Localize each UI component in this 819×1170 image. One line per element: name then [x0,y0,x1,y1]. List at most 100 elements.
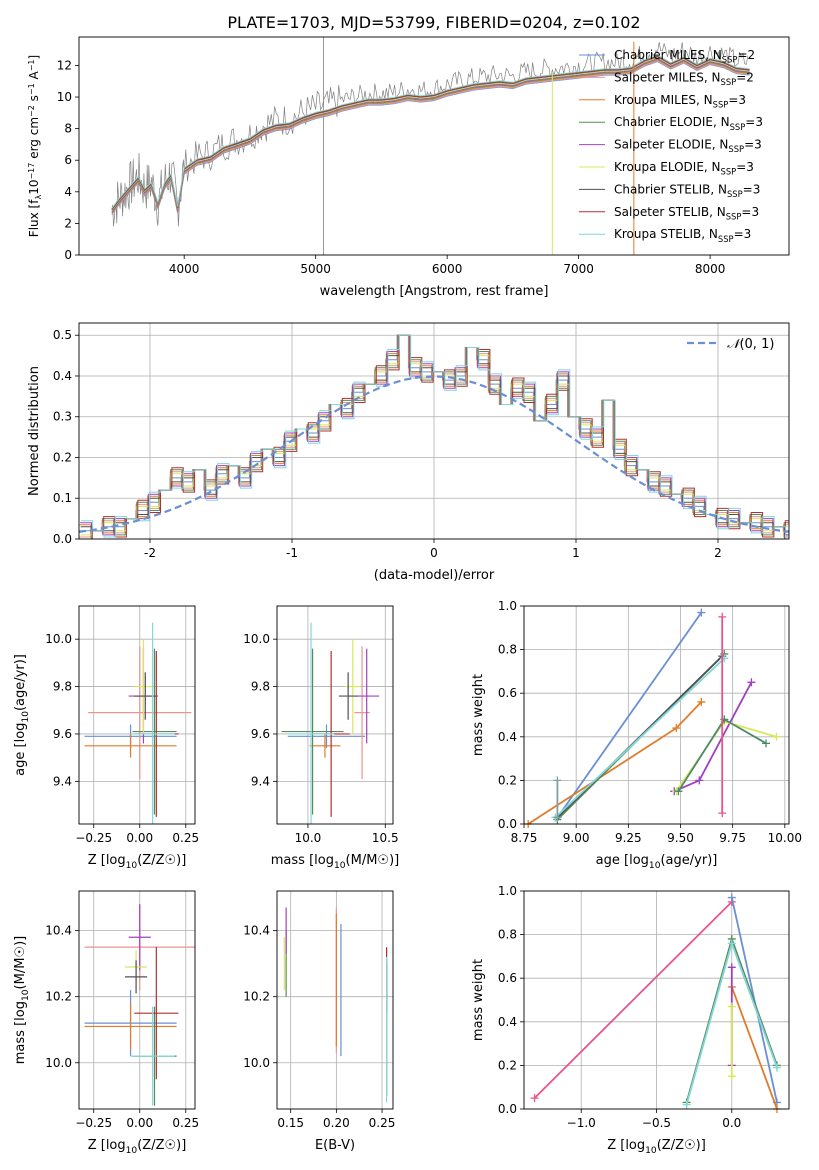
spectrum-ylabel-part: −1 [27,59,36,71]
residuals-ytick-label: 0.3 [53,410,72,424]
weight-vs-metallicity-xtick-label: −0.5 [642,1116,671,1130]
weight-vs-age-point-marker [718,612,727,621]
spectrum-ytick-label: 6 [64,153,72,167]
chart-weight-vs-metallicity: −1.0 −0.5 0.0 0.0 0.2 0.4 0.6 0.8 1.0 Z [log10(Z/… [471,884,790,1156]
weight-vs-age-xtick-label: 8.75 [511,831,538,845]
weight-vs-age-series-line [554,657,725,819]
spectrum-ylabel-part: Flux [f [27,199,41,237]
age-vs-mass-xlabel-tail: (M/M☉)] [346,853,400,868]
weight-vs-age-frame [523,605,790,825]
weight-vs-age-point-marker [672,724,681,733]
weight-vs-metallicity-ytick-label: 0.4 [498,1015,517,1029]
spectrum-legend-label: Kroupa MILES, NSSP=3 [614,93,746,110]
spectrum-legend-label-tail: =3 [728,93,746,107]
residuals-frame [78,322,790,540]
spectrum-ylabel-part: erg cm [27,117,41,163]
weight-vs-age-point-marker [747,678,756,687]
age-vs-mass-frame [276,605,394,825]
weight-vs-metallicity-ytick-label: 0.0 [498,1102,517,1116]
age-vs-metallicity-ylabel-tail: (age/yr)] [13,654,28,711]
spectrum-legend-label: Salpeter STELIB, NSSP=3 [614,205,759,222]
spectrum-ylabel-part: s [27,95,41,105]
age-vs-metallicity-frame [78,605,196,825]
mass-vs-metallicity-xtick-label: 0.25 [172,1116,199,1130]
spectrum-xlabel: wavelength [Angstrom, rest frame] [320,284,549,299]
weight-vs-age-point-marker [772,732,781,741]
weight-vs-metallicity-point-marker [772,1063,781,1072]
weight-vs-metallicity-series-line [730,986,778,1110]
spectrum-legend-label-main: Salpeter STELIB, N [614,205,726,219]
residuals-ytick-label: 0.5 [53,328,72,342]
spectrum-ylabel-part: −2 [27,105,36,117]
weight-vs-age-point-marker [762,739,771,748]
residuals-normal-curve [79,375,789,533]
spectrum-legend-label: Salpeter MILES, NSSP=2 [614,70,754,87]
weight-vs-metallicity-ytick-label: 1.0 [498,884,517,898]
residuals-ylabel: Normed distribution [27,366,42,496]
chart-age-vs-mass: 10.0 10.5 9.4 9.6 9.8 10.0 mass [log10(M/M☉)] [243,605,400,871]
weight-vs-metallicity-point-marker [727,1072,736,1081]
chart-age-vs-metallicity: −0.25 0.00 0.259.49.69.810.0Z [log10(Z/Z☉)… [13,605,199,871]
weight-vs-metallicity-ylabel: mass weight [471,959,486,1041]
residuals-ytick-label: 0.4 [53,369,72,383]
spectrum-frame [78,36,790,256]
residuals-hist-series [80,334,789,536]
spectrum-legend-label-sub: SSP [721,167,737,177]
weight-vs-age-series-line [556,611,703,819]
residuals-xlabel: (data-model)/error [374,568,495,583]
weight-vs-metallicity-ytick-label: 0.2 [498,1058,517,1072]
mass-vs-extinction-xlabel: E(B-V) [315,1138,355,1153]
chart-weight-vs-age: 8.75 9.00 9.25 9.50 9.75 10.00 0.0 0.2 0.4 0.6 0.8… [471,599,802,871]
weight-vs-age-point-marker [553,776,562,785]
spectrum-legend-label: Chabrier ELODIE, NSSP=3 [614,115,763,132]
weight-vs-age-xtick-label: 9.00 [563,831,590,845]
spectrum-legend-label-sub: SSP [727,189,743,199]
weight-vs-metallicity-xlabel-tail: (Z/Z☉)] [657,1138,706,1153]
age-vs-metallicity-xtick-label: 0.00 [126,831,153,845]
spectrum-xtick-label: 5000 [300,262,331,276]
weight-vs-metallicity-ytick-label: 0.6 [498,971,517,985]
weight-vs-metallicity-xlabel-main: Z [log [607,1138,645,1153]
residuals-xtick-label: -2 [144,546,156,560]
spectrum-legend-label-main: Salpeter ELODIE, N [614,138,728,152]
age-vs-metallicity-ytick-label: 10.0 [45,632,72,646]
weight-vs-age-ytick-label: 0.6 [498,686,517,700]
age-vs-mass-ytick-label: 9.4 [251,774,270,788]
chart-residuals: -2 -1 0 1 2 0.0 0.1 0.2 0.3 0.4 0.5 (data-model)/er… [27,322,790,583]
weight-vs-age-point-marker [697,608,706,617]
spectrum-ylabel-part: ] [27,55,41,60]
age-vs-metallicity-ytick-label: 9.4 [53,774,72,788]
mass-vs-metallicity-frame [78,890,196,1110]
spectrum-ylabel-part: −1 [27,83,36,95]
spectrum-plot-area [111,37,750,255]
age-vs-mass-plot-area [281,622,380,824]
age-vs-mass-xtick-label: 10.0 [295,831,322,845]
mass-vs-extinction-frame [276,890,394,1110]
spectrum-ytick-label: 2 [64,216,72,230]
weight-vs-metallicity-ytick-label: 0.8 [498,928,517,942]
mass-vs-metallicity-ytick-label: 10.4 [45,924,72,938]
weight-vs-metallicity-xtick-label: −1.0 [567,1116,596,1130]
spectrum-legend-label-sub: SSP [713,99,729,109]
age-vs-metallicity-xtick-label: −0.25 [75,831,112,845]
age-vs-mass-xtick-label: 10.5 [372,831,399,845]
mass-vs-metallicity-xtick-label: −0.25 [75,1116,112,1130]
spectrum-ylabel: Flux [fλ10−17 erg cm−2 s−1 A−1] [27,55,43,237]
weight-vs-age-xlabel-tail: (age/yr)] [660,853,717,868]
spectrum-legend-label-tail: =3 [734,227,752,241]
weight-vs-metallicity-point-marker [682,1100,691,1109]
weight-vs-age-xtick-label: 9.50 [667,831,694,845]
weight-vs-age-xtick-label: 9.25 [615,831,642,845]
spectrum-legend-label-sub: SSP [721,77,737,87]
spectrum-ylabel-part: λ [34,195,43,200]
age-vs-metallicity-ylabel-main: age [log [13,723,28,776]
mass-vs-metallicity-xlabel-sub: 10 [126,1146,138,1156]
chart-spectrum: 4000 5000 6000 7000 8000 0 2 4 6 8 10 12 wavelength … [27,36,790,299]
weight-vs-metallicity-xlabel-sub: 10 [645,1146,657,1156]
weight-vs-age-ytick-label: 0.2 [498,773,517,787]
spectrum-legend-label-tail: =3 [741,205,759,219]
spectrum-legend-label-tail: =2 [737,48,755,62]
spectrum-xtick-label: 4000 [169,262,200,276]
spectrum-legend-label-main: Salpeter MILES, N [614,70,721,84]
